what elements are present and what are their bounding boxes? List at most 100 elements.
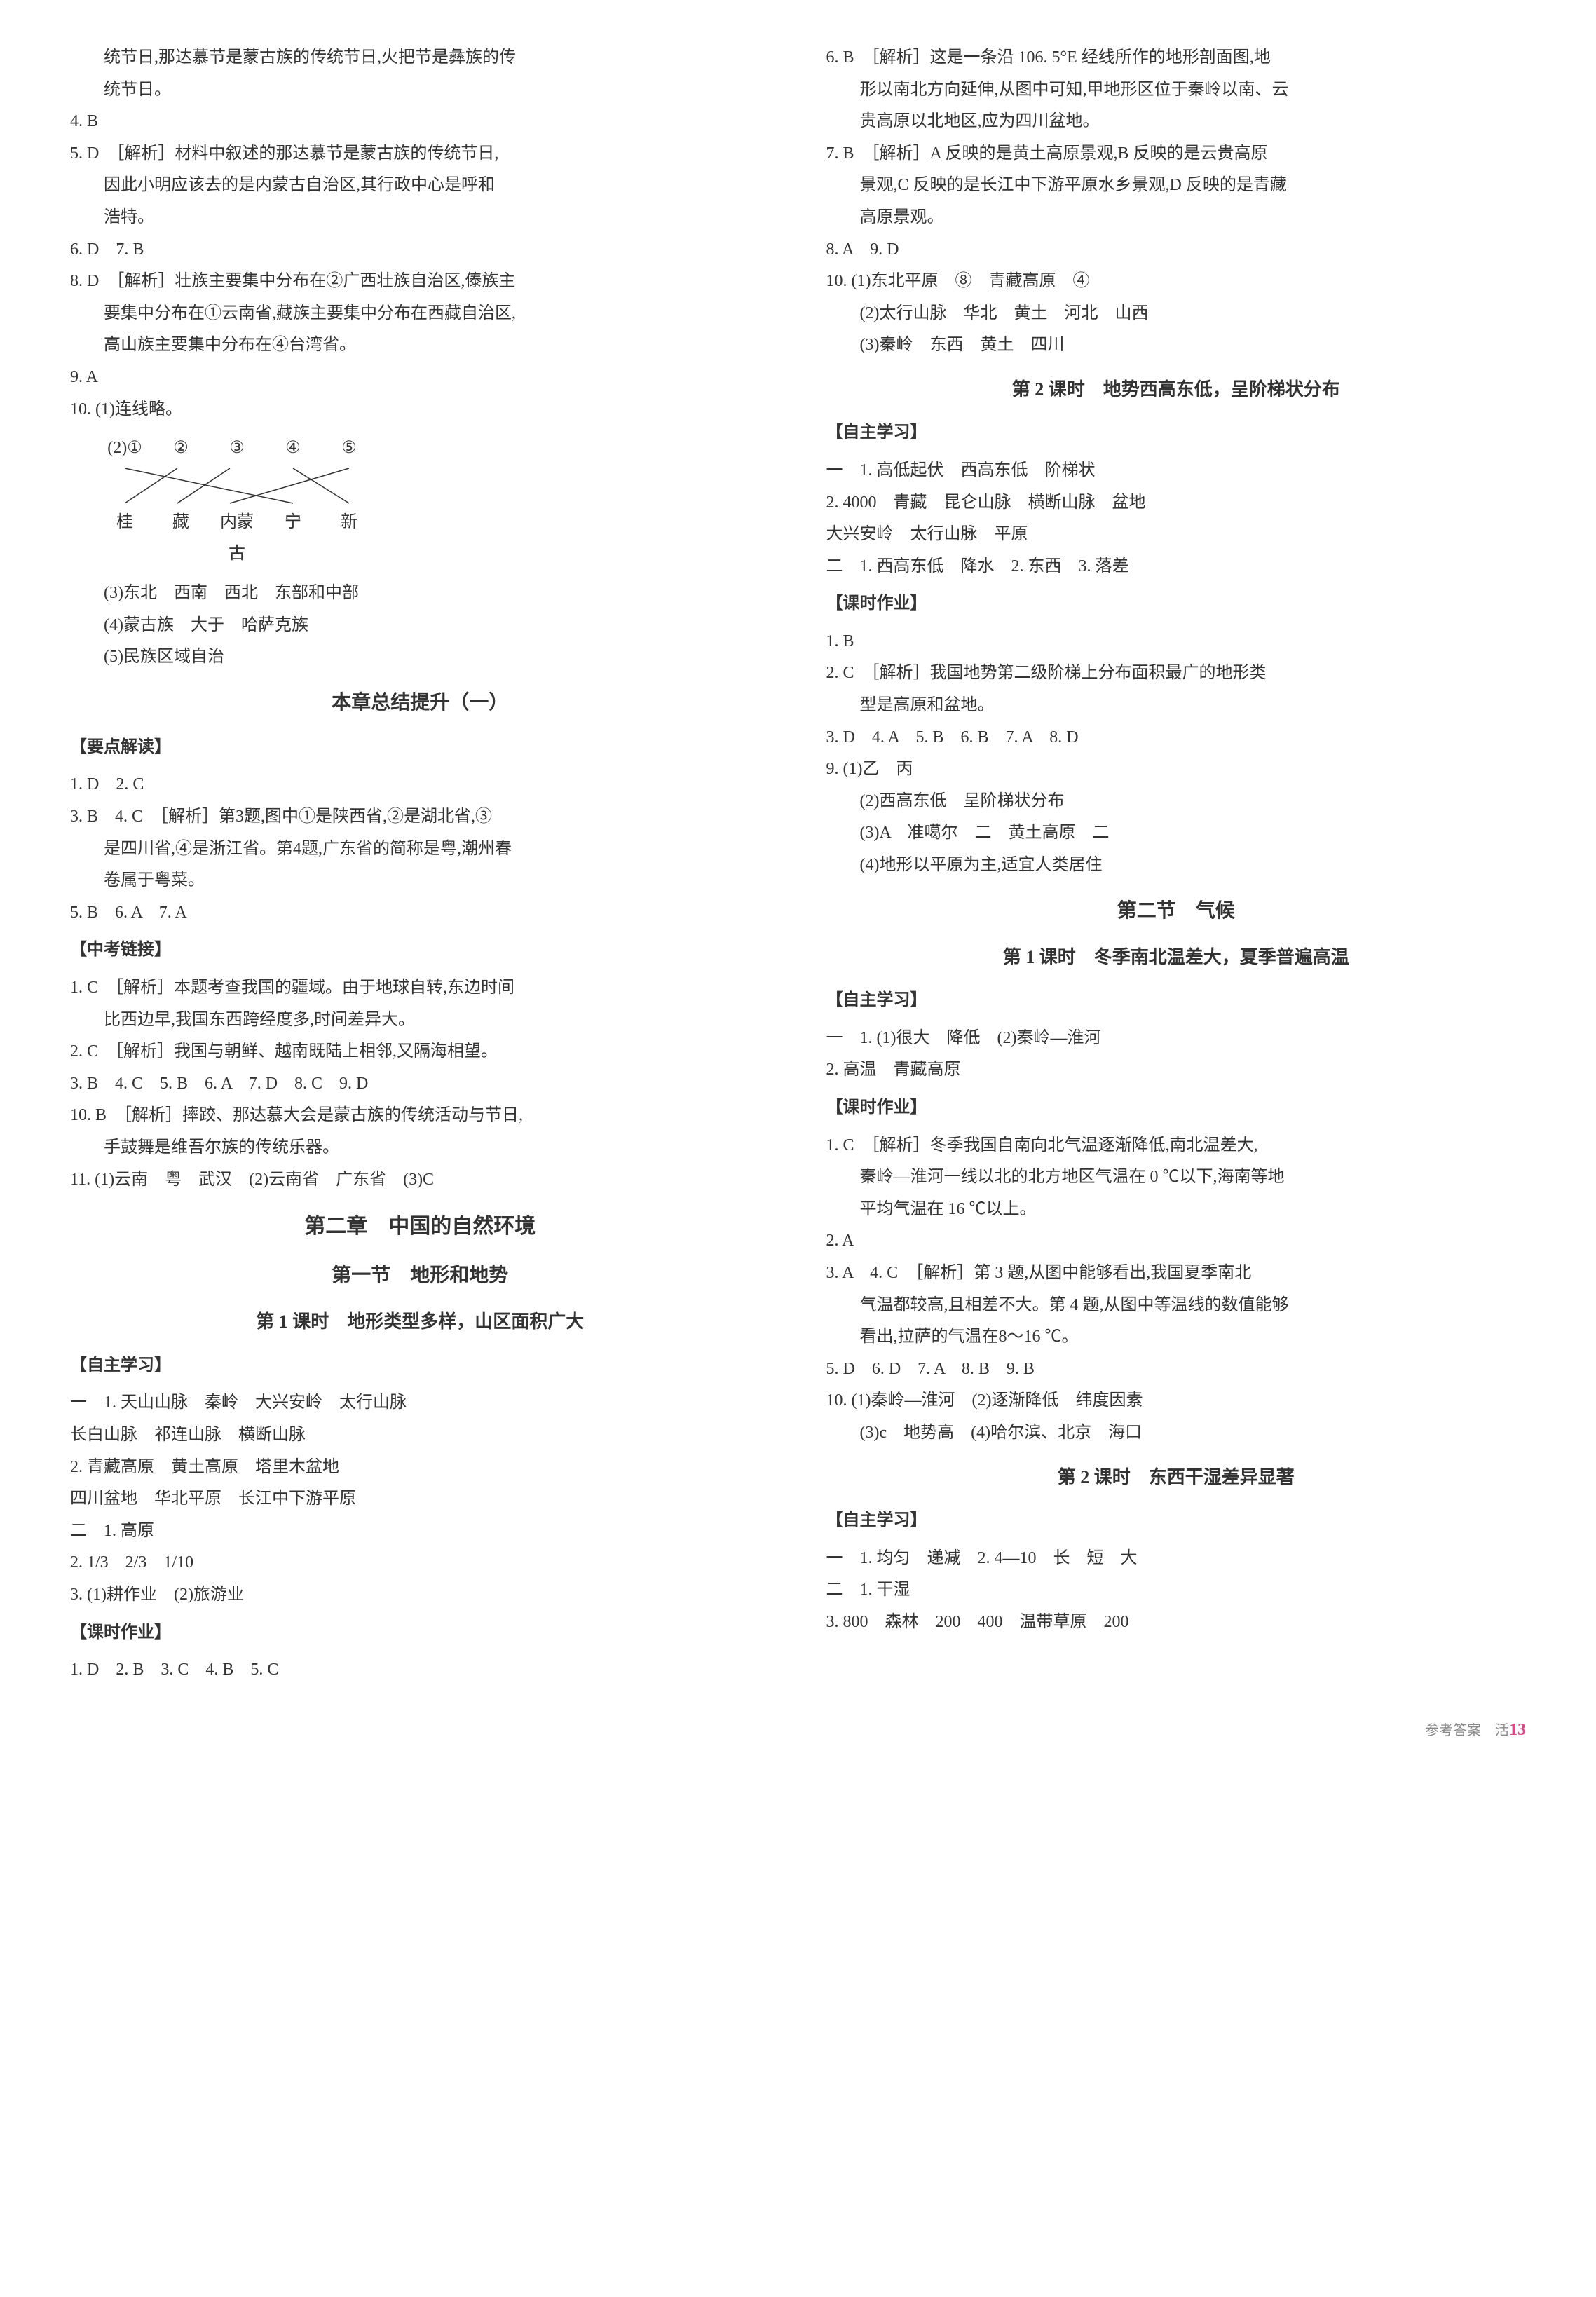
text-line: 平均气温在 16 ℃以上。 xyxy=(826,1194,1527,1226)
text-line: 大兴安岭 太行山脉 平原 xyxy=(826,519,1527,551)
text-line: 高原景观。 xyxy=(826,202,1527,234)
text-line: 比西边早,我国东西跨经度多,时间差异大。 xyxy=(70,1004,770,1037)
text-line: 景观,C 反映的是长江中下游平原水乡景观,D 反映的是青藏 xyxy=(826,170,1527,202)
diagram-label: ② xyxy=(160,432,202,465)
summary-heading: 本章总结提升（一） xyxy=(70,684,770,721)
text-line: (3)秦岭 东西 黄土 四川 xyxy=(826,329,1527,362)
text-line: 3. B 4. C 5. B 6. A 7. D 8. C 9. D xyxy=(70,1068,770,1100)
text-line: (4)蒙古族 大于 哈萨克族 xyxy=(70,610,770,642)
text-line: 1. D 2. B 3. C 4. B 5. C xyxy=(70,1654,770,1686)
text-line: 贵高原以北地区,应为四川盆地。 xyxy=(826,106,1527,138)
text-line: 1. B xyxy=(826,626,1527,658)
sub-heading: 【自主学习】 xyxy=(70,1350,770,1382)
text-line: 10. (1)东北平原 ⑧ 青藏高原 ④ xyxy=(826,266,1527,298)
matching-diagram: (2)① ② ③ ④ ⑤ 桂 藏 内蒙古 宁 新 xyxy=(104,432,370,571)
text-line: 一 1. 高低起伏 西高东低 阶梯状 xyxy=(826,455,1527,487)
diagram-label: 宁 xyxy=(272,507,314,571)
text-line: 气温都较高,且相差不大。第 4 题,从图中等温线的数值能够 xyxy=(826,1290,1527,1322)
text-line: 形以南北方向延伸,从图中可知,甲地形区位于秦岭以南、云 xyxy=(826,74,1527,107)
lesson-heading: 第 2 课时 地势西高东低，呈阶梯状分布 xyxy=(826,372,1527,407)
text-line: 6. B ［解析］这是一条沿 106. 5°E 经线所作的地形剖面图,地 xyxy=(826,42,1527,74)
text-line: (4)地形以平原为主,适宜人类居住 xyxy=(826,850,1527,882)
text-line: 9. A xyxy=(70,362,770,394)
text-line: 1. C ［解析］冬季我国自南向北气温逐渐降低,南北温差大, xyxy=(826,1130,1527,1162)
text-line: (3)c 地势高 (4)哈尔滨、北京 海口 xyxy=(826,1417,1527,1450)
text-line: 7. B ［解析］A 反映的是黄土高原景观,B 反映的是云贵高原 xyxy=(826,138,1527,170)
sub-heading: 【自主学习】 xyxy=(826,985,1527,1017)
text-line: 10. (1)秦岭—淮河 (2)逐渐降低 纬度因素 xyxy=(826,1385,1527,1417)
text-line: 手鼓舞是维吾尔族的传统乐器。 xyxy=(70,1132,770,1164)
text-line: 10. (1)连线略。 xyxy=(70,394,770,426)
text-line: 一 1. (1)很大 降低 (2)秦岭—淮河 xyxy=(826,1023,1527,1055)
text-line: 要集中分布在①云南省,藏族主要集中分布在西藏自治区, xyxy=(70,298,770,330)
text-line: 四川盆地 华北平原 长江中下游平原 xyxy=(70,1483,770,1515)
text-line: 1. D 2. C xyxy=(70,769,770,801)
text-line: 统节日,那达慕节是蒙古族的传统节日,火把节是彝族的传 xyxy=(70,42,770,74)
section-heading: 第二节 气候 xyxy=(826,892,1527,929)
chapter-heading: 第二章 中国的自然环境 xyxy=(70,1206,770,1246)
diagram-label: 新 xyxy=(328,507,370,571)
text-line: 3. 800 森林 200 400 温带草原 200 xyxy=(826,1607,1527,1639)
text-line: 长白山脉 祁连山脉 横断山脉 xyxy=(70,1419,770,1452)
text-line: 10. B ［解析］摔跤、那达慕大会是蒙古族的传统活动与节日, xyxy=(70,1100,770,1132)
text-line: 3. B 4. C ［解析］第3题,图中①是陕西省,②是湖北省,③ xyxy=(70,801,770,833)
text-line: 2. 高温 青藏高原 xyxy=(826,1054,1527,1086)
diagram-label: (2)① xyxy=(104,432,146,465)
sub-heading: 【自主学习】 xyxy=(826,1505,1527,1537)
text-line: 9. (1)乙 丙 xyxy=(826,754,1527,786)
text-line: 看出,拉萨的气温在8～16 ℃。 xyxy=(826,1321,1527,1354)
section-heading: 第一节 地形和地势 xyxy=(70,1257,770,1294)
text-line: 二 1. 高原 xyxy=(70,1515,770,1548)
text-line: 统节日。 xyxy=(70,74,770,107)
diagram-label: ⑤ xyxy=(328,432,370,465)
text-line: (3)东北 西南 西北 东部和中部 xyxy=(70,578,770,610)
text-line: 高山族主要集中分布在④台湾省。 xyxy=(70,329,770,362)
text-line: 5. D ［解析］材料中叙述的那达慕节是蒙古族的传统节日, xyxy=(70,138,770,170)
diagram-lines xyxy=(104,465,370,507)
sub-heading: 【自主学习】 xyxy=(826,417,1527,449)
text-line: 二 1. 西高东低 降水 2. 东西 3. 落差 xyxy=(826,551,1527,583)
text-line: 8. A 9. D xyxy=(826,234,1527,266)
text-line: 2. C ［解析］我国与朝鲜、越南既陆上相邻,又隔海相望。 xyxy=(70,1036,770,1068)
diagram-label: ④ xyxy=(272,432,314,465)
text-line: 3. D 4. A 5. B 6. B 7. A 8. D xyxy=(826,722,1527,754)
diagram-label: 桂 xyxy=(104,507,146,571)
page-footer: 参考答案 活13 xyxy=(70,1715,1526,1747)
text-line: 5. D 6. D 7. A 8. B 9. B xyxy=(826,1354,1527,1386)
text-line: (2)西高东低 呈阶梯状分布 xyxy=(826,786,1527,818)
diagram-bottom-row: 桂 藏 内蒙古 宁 新 xyxy=(104,507,370,571)
text-line: 8. D ［解析］壮族主要集中分布在②广西壮族自治区,傣族主 xyxy=(70,266,770,298)
text-line: 11. (1)云南 粤 武汉 (2)云南省 广东省 (3)C xyxy=(70,1164,770,1197)
text-line: 2. 1/3 2/3 1/10 xyxy=(70,1547,770,1579)
text-line: 6. D 7. B xyxy=(70,234,770,266)
text-line: 二 1. 干湿 xyxy=(826,1574,1527,1607)
text-line: 型是高原和盆地。 xyxy=(826,690,1527,722)
text-line: 2. 4000 青藏 昆仑山脉 横断山脉 盆地 xyxy=(826,487,1527,519)
text-line: 2. A xyxy=(826,1225,1527,1257)
text-line: 1. C ［解析］本题考查我国的疆域。由于地球自转,东边时间 xyxy=(70,972,770,1004)
footer-label: 参考答案 xyxy=(1425,1723,1481,1738)
text-line: 3. (1)耕作业 (2)旅游业 xyxy=(70,1579,770,1611)
sub-heading: 【课时作业】 xyxy=(826,588,1527,620)
sub-heading: 【课时作业】 xyxy=(70,1617,770,1649)
page-number: 13 xyxy=(1509,1721,1526,1739)
lesson-heading: 第 1 课时 地形类型多样，山区面积广大 xyxy=(70,1304,770,1339)
sub-heading: 【要点解读】 xyxy=(70,732,770,764)
diagram-label: 内蒙古 xyxy=(216,507,258,571)
lesson-heading: 第 2 课时 东西干湿差异显著 xyxy=(826,1460,1527,1494)
sub-heading: 【课时作业】 xyxy=(826,1092,1527,1124)
text-line: 卷属于粤菜。 xyxy=(70,865,770,897)
text-line: 2. 青藏高原 黄土高原 塔里木盆地 xyxy=(70,1452,770,1484)
text-line: 3. A 4. C ［解析］第 3 题,从图中能够看出,我国夏季南北 xyxy=(826,1257,1527,1290)
text-line: 5. B 6. A 7. A xyxy=(70,897,770,929)
page-container: 统节日,那达慕节是蒙古族的传统节日,火把节是彝族的传 统节日。 4. B 5. … xyxy=(70,42,1526,1686)
diagram-top-row: (2)① ② ③ ④ ⑤ xyxy=(104,432,370,465)
text-line: 是四川省,④是浙江省。第4题,广东省的简称是粤,潮州春 xyxy=(70,833,770,866)
lesson-heading: 第 1 课时 冬季南北温差大，夏季普遍高温 xyxy=(826,940,1527,974)
diagram-label: 藏 xyxy=(160,507,202,571)
text-line: 一 1. 天山山脉 秦岭 大兴安岭 太行山脉 xyxy=(70,1387,770,1419)
right-column: 6. B ［解析］这是一条沿 106. 5°E 经线所作的地形剖面图,地 形以南… xyxy=(826,42,1527,1686)
text-line: 一 1. 均匀 递减 2. 4—10 长 短 大 xyxy=(826,1543,1527,1575)
text-line: (3)A 准噶尔 二 黄土高原 二 xyxy=(826,817,1527,850)
text-line: (2)太行山脉 华北 黄土 河北 山西 xyxy=(826,298,1527,330)
